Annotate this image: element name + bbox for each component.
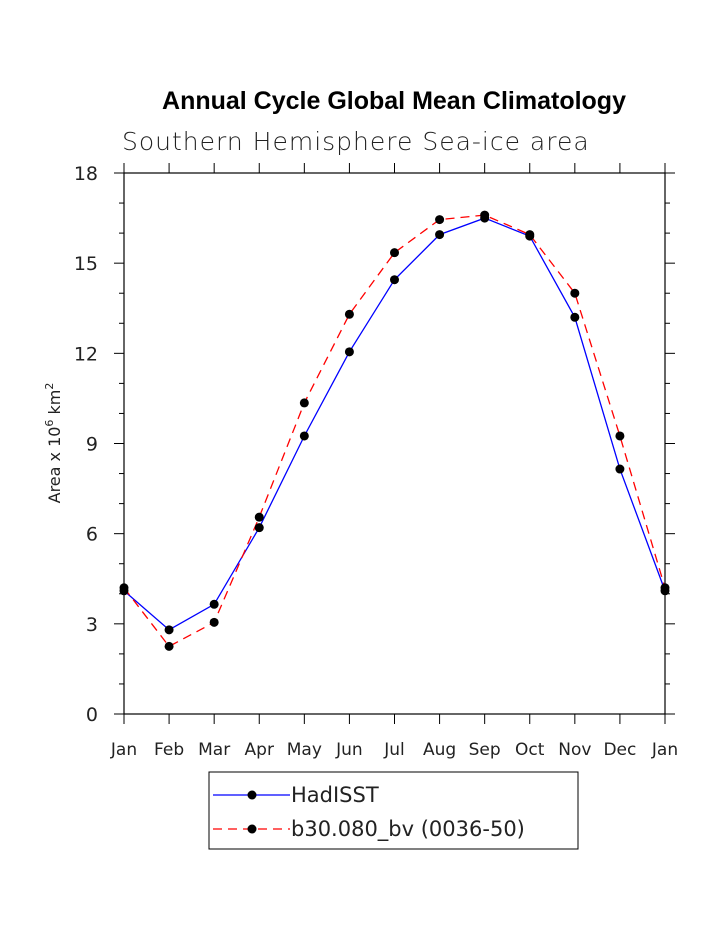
legend-label-b30: b30.080_bv (0036-50) xyxy=(291,817,525,842)
y-tick-label: 6 xyxy=(86,524,98,546)
y-tick-labels: 0 3 6 9 12 15 18 xyxy=(74,163,98,726)
y-tick-label: 3 xyxy=(86,614,98,636)
series-points xyxy=(119,210,670,651)
x-tick-label: Feb xyxy=(154,740,184,760)
x-tick-label: Dec xyxy=(603,740,636,760)
data-point-1 xyxy=(525,230,535,240)
x-tick-label: Sep xyxy=(469,740,501,760)
y-tick-label: 9 xyxy=(86,434,98,456)
x-tick-label: Jul xyxy=(383,740,405,760)
x-tick-label: Jun xyxy=(335,740,363,760)
chart-title: Annual Cycle Global Mean Climatology xyxy=(162,87,626,115)
x-tick-label: Mar xyxy=(198,740,230,760)
data-point-1 xyxy=(209,617,219,627)
legend: HadISST b30.080_bv (0036-50) xyxy=(208,771,579,850)
data-point-1 xyxy=(299,398,309,408)
legend-box xyxy=(208,771,579,850)
data-point-0 xyxy=(435,230,445,240)
data-point-0 xyxy=(390,275,399,285)
chart-subtitle: Southern Hemisphere Sea-ice area xyxy=(122,127,590,156)
x-tick-label: Apr xyxy=(245,740,274,760)
y-tick-label: 18 xyxy=(74,163,98,185)
y-tick-label: 12 xyxy=(74,343,98,365)
data-point-0 xyxy=(344,347,354,357)
x-tick-label: Oct xyxy=(515,740,545,760)
data-point-1 xyxy=(119,583,129,593)
y-axis-label: Area x 106 km2 xyxy=(43,383,64,504)
x-tick-label: May xyxy=(287,740,322,760)
axis-ticks xyxy=(114,163,675,724)
x-tick-label: Aug xyxy=(423,740,456,760)
data-point-1 xyxy=(480,210,490,220)
legend-marker-b30 xyxy=(247,824,257,834)
x-tick-label: Jan xyxy=(651,740,678,760)
data-point-0 xyxy=(615,464,625,474)
data-point-1 xyxy=(254,512,264,522)
x-tick-label: Jan xyxy=(110,740,137,760)
x-tick-label: Nov xyxy=(558,740,591,760)
data-point-1 xyxy=(390,248,399,258)
data-point-0 xyxy=(209,599,219,609)
data-point-1 xyxy=(344,309,354,319)
data-point-1 xyxy=(570,288,580,298)
data-point-1 xyxy=(615,431,625,441)
data-point-0 xyxy=(299,431,309,441)
data-point-1 xyxy=(660,583,670,593)
data-point-0 xyxy=(254,523,264,533)
data-point-1 xyxy=(164,641,174,651)
legend-label-hadisst: HadISST xyxy=(291,783,379,807)
x-tick-labels: Jan Feb Mar Apr May Jun Jul Aug Sep Oct Nov Dec Jan xyxy=(110,740,678,760)
data-point-0 xyxy=(164,625,174,635)
data-point-0 xyxy=(570,312,580,322)
legend-marker-hadisst xyxy=(247,790,257,800)
data-point-1 xyxy=(435,215,445,225)
y-tick-label: 15 xyxy=(74,253,98,275)
y-tick-label: 0 xyxy=(86,704,98,726)
